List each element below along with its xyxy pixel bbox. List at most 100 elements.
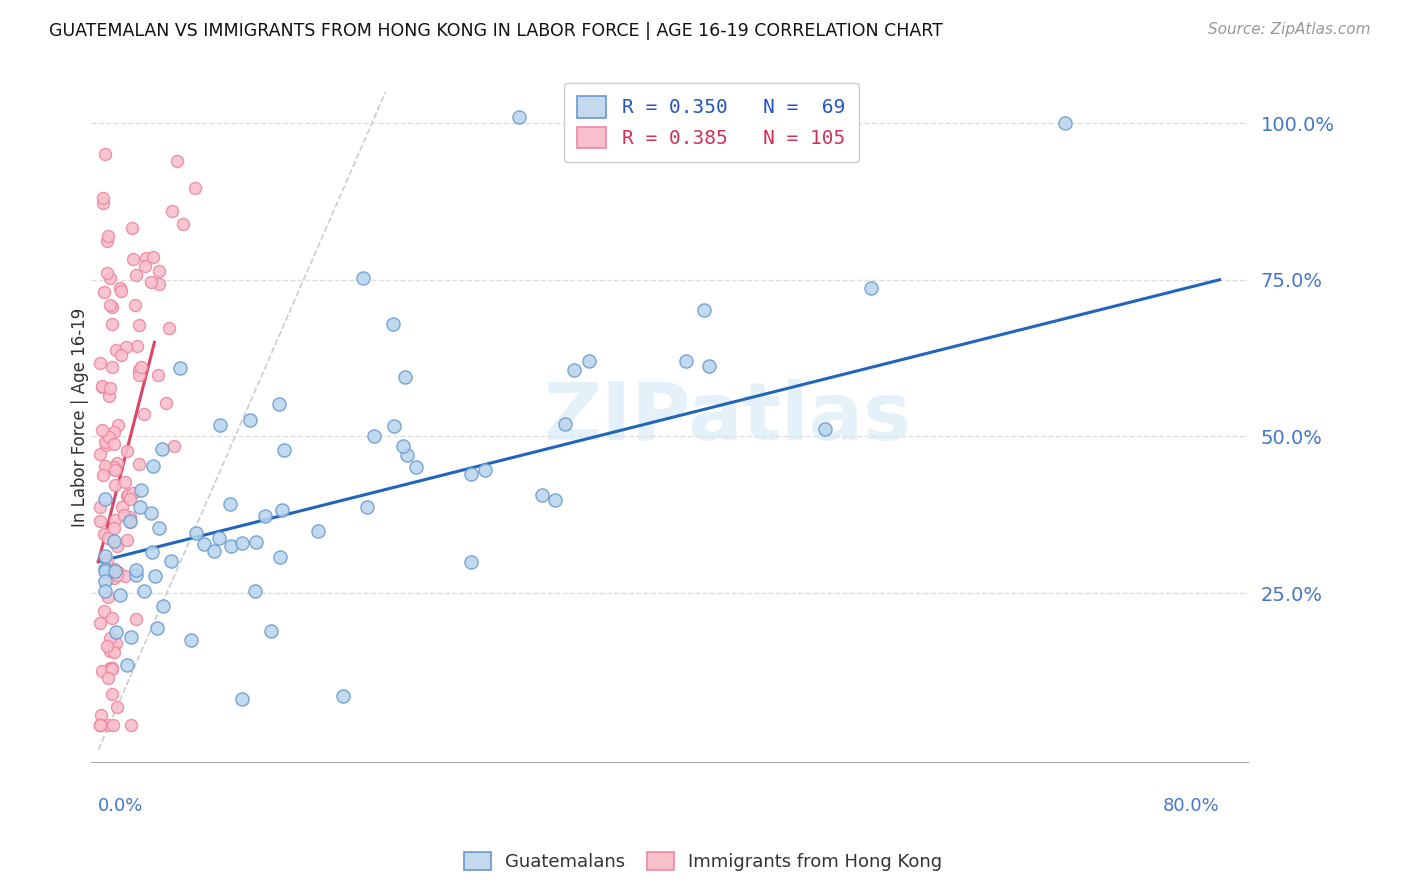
Text: Source: ZipAtlas.com: Source: ZipAtlas.com	[1208, 22, 1371, 37]
Point	[105, 699, 128, 714]
Point	[101, 359, 124, 374]
Point	[474, 462, 496, 476]
Point	[104, 463, 127, 477]
Point	[112, 508, 135, 522]
Point	[139, 506, 162, 520]
Point	[129, 360, 152, 375]
Point	[125, 568, 148, 582]
Point	[93, 285, 115, 300]
Point	[129, 500, 152, 514]
Point	[103, 644, 125, 658]
Point	[239, 413, 262, 427]
Point	[96, 462, 118, 476]
Point	[460, 555, 482, 569]
Point	[104, 564, 127, 578]
Point	[118, 514, 141, 528]
Point	[93, 195, 115, 210]
Point	[180, 632, 202, 647]
Point	[94, 564, 117, 578]
Point	[120, 717, 142, 731]
Point	[155, 395, 177, 409]
Point	[98, 644, 121, 658]
Point	[107, 418, 129, 433]
Point	[132, 583, 155, 598]
Text: GUATEMALAN VS IMMIGRANTS FROM HONG KONG IN LABOR FORCE | AGE 16-19 CORRELATION C: GUATEMALAN VS IMMIGRANTS FROM HONG KONG …	[49, 22, 943, 40]
Point	[564, 363, 586, 377]
Point	[97, 228, 120, 243]
Point	[115, 490, 138, 504]
Point	[254, 508, 277, 523]
Point	[97, 591, 120, 605]
Point	[169, 360, 191, 375]
Point	[128, 363, 150, 377]
Legend: R = 0.350   N =  69, R = 0.385   N = 105: R = 0.350 N = 69, R = 0.385 N = 105	[564, 83, 859, 162]
Point	[101, 687, 124, 701]
Point	[110, 500, 132, 514]
Point	[544, 493, 567, 508]
Point	[96, 553, 118, 567]
Point	[89, 717, 111, 731]
Point	[89, 355, 111, 369]
Y-axis label: In Labor Force | Age 16-19: In Labor Force | Age 16-19	[72, 308, 89, 527]
Point	[208, 531, 231, 545]
Point	[163, 438, 186, 452]
Point	[108, 588, 131, 602]
Point	[93, 527, 115, 541]
Point	[94, 491, 117, 506]
Point	[94, 562, 117, 576]
Point	[245, 535, 267, 549]
Point	[103, 533, 125, 548]
Point	[209, 418, 232, 433]
Point	[221, 539, 243, 553]
Point	[135, 251, 157, 265]
Point	[104, 462, 127, 476]
Point	[125, 339, 148, 353]
Point	[104, 478, 127, 492]
Point	[103, 437, 125, 451]
Point	[692, 302, 714, 317]
Point	[91, 424, 114, 438]
Point	[202, 544, 225, 558]
Point	[381, 317, 404, 331]
Point	[121, 486, 143, 500]
Point	[103, 425, 125, 440]
Point	[267, 397, 290, 411]
Point	[405, 459, 427, 474]
Point	[231, 536, 253, 550]
Point	[122, 252, 145, 266]
Point	[94, 459, 117, 474]
Point	[143, 568, 166, 582]
Point	[128, 318, 150, 332]
Point	[142, 458, 165, 473]
Point	[107, 565, 129, 579]
Text: 80.0%: 80.0%	[1163, 797, 1219, 814]
Point	[89, 717, 111, 731]
Point	[89, 717, 111, 731]
Point	[91, 191, 114, 205]
Point	[110, 285, 132, 299]
Point	[98, 430, 121, 444]
Point	[100, 661, 122, 675]
Point	[382, 418, 405, 433]
Point	[675, 354, 697, 368]
Point	[115, 533, 138, 547]
Point	[697, 359, 720, 374]
Point	[103, 571, 125, 585]
Point	[97, 717, 120, 731]
Point	[101, 662, 124, 676]
Point	[120, 509, 142, 524]
Point	[125, 268, 148, 282]
Point	[96, 640, 118, 654]
Point	[110, 348, 132, 362]
Point	[103, 459, 125, 474]
Point	[101, 611, 124, 625]
Point	[1054, 116, 1077, 130]
Point	[91, 379, 114, 393]
Point	[103, 521, 125, 535]
Point	[120, 492, 142, 507]
Point	[332, 689, 354, 703]
Point	[356, 500, 378, 514]
Point	[531, 487, 554, 501]
Point	[98, 271, 121, 285]
Point	[273, 442, 295, 457]
